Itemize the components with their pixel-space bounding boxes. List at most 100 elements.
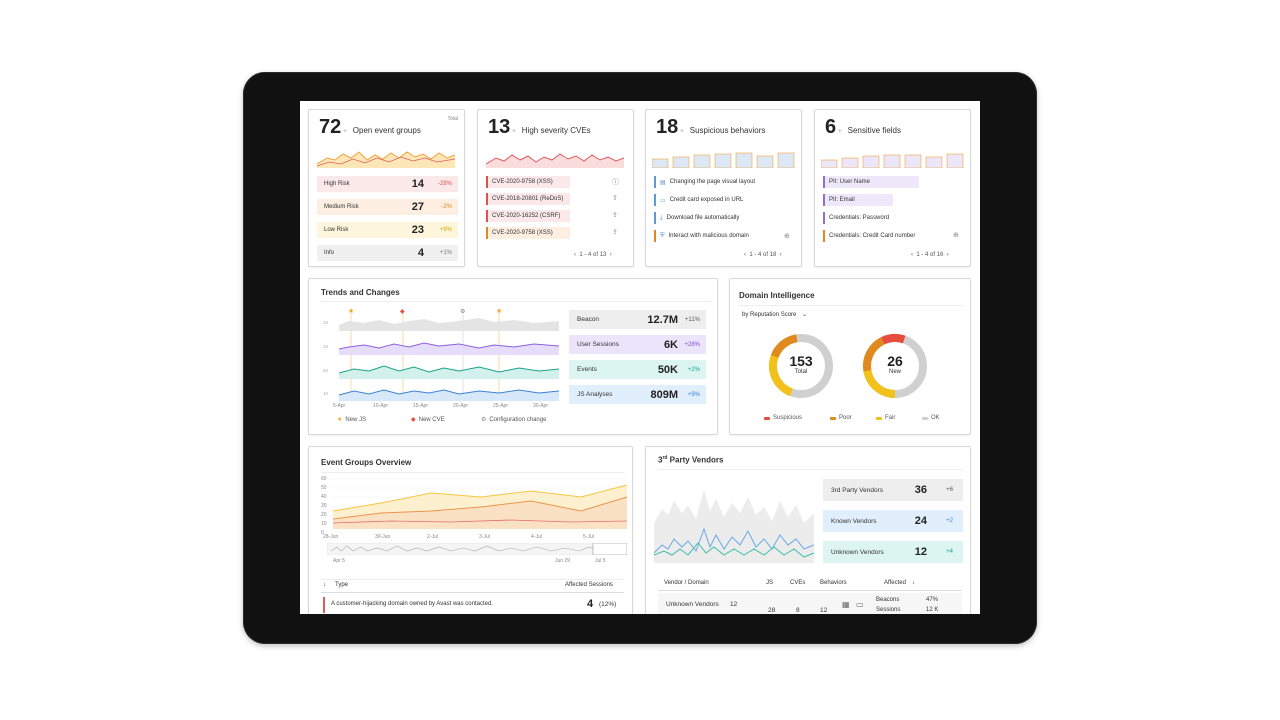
event-row[interactable]: A customer-hijacking domain owned by Ava… bbox=[323, 597, 623, 613]
cve-label: CVE-2020-9758 (XSS) bbox=[492, 179, 553, 185]
sort-arrow-icon[interactable]: ↓ bbox=[323, 582, 326, 588]
sort-arrow-icon[interactable]: ↓ bbox=[912, 580, 915, 586]
behaviors-pager[interactable]: ‹ 1 - 4 of 18 › bbox=[744, 252, 782, 258]
vendor-table-header[interactable]: Behaviors bbox=[820, 580, 847, 586]
affected-value-1: 47% bbox=[926, 597, 939, 603]
cves-card[interactable]: 13 + High severity CVEs CVE-2020-9758 (X… bbox=[477, 109, 634, 267]
trends-card[interactable]: Trends and Changes 10 10 50 10 ★ ◆ ⚙ ★ 5-Ap… bbox=[308, 278, 718, 435]
sensitive-item[interactable]: Credentials: Password bbox=[823, 212, 947, 224]
info-icon[interactable]: ⓘ bbox=[612, 179, 619, 186]
cve-item[interactable]: CVE-2020-9758 (XSS) bbox=[486, 227, 570, 239]
trend-metric[interactable]: User Sessions 6K +28% bbox=[569, 335, 706, 354]
risk-label: Medium Risk bbox=[324, 204, 359, 210]
metric-label: Known Vendors bbox=[831, 517, 877, 525]
legend-item: ★ New JS bbox=[337, 416, 366, 424]
vendor-metric[interactable]: Unknown Vendors 12 +4 bbox=[823, 541, 963, 563]
cve-item[interactable]: CVE-2020-9758 (XSS) bbox=[486, 176, 570, 188]
trend-metric[interactable]: JS Analyses 809M +9% bbox=[569, 385, 706, 404]
behavior-item[interactable]: ⛨ Interact with malicious domain bbox=[654, 230, 780, 242]
metric-delta: +2% bbox=[687, 366, 700, 373]
type-header[interactable]: Type bbox=[335, 582, 349, 588]
open-events-sparkline bbox=[317, 151, 456, 168]
dashboard-screen: 72 + Open event groups Total High Risk 14… bbox=[300, 101, 980, 614]
trend-metric[interactable]: Beacon 12.7M +11% bbox=[569, 310, 706, 329]
chevron-right-icon[interactable]: › bbox=[946, 252, 949, 258]
metric-label: Beacon bbox=[577, 316, 600, 323]
affected-label-2: Sessions bbox=[876, 607, 901, 613]
risk-row[interactable]: Low Risk 23 +9% bbox=[317, 222, 458, 238]
total-value: 153 bbox=[789, 353, 813, 369]
behavior-item[interactable]: ⤓ Download file automatically bbox=[654, 212, 780, 224]
sensitive-item[interactable]: Credentials: Credit Card number bbox=[823, 230, 947, 242]
open-event-groups-card[interactable]: 72 + Open event groups Total High Risk 14… bbox=[308, 109, 465, 267]
affected-sessions-header[interactable]: Affected Sessions bbox=[565, 582, 613, 588]
vendor-table-header[interactable]: Affected bbox=[884, 580, 906, 586]
legend-item: OK bbox=[922, 415, 940, 421]
vendor-metric[interactable]: 3rd Party Vendors 36 +6 bbox=[823, 479, 963, 501]
x-tick-label: 10-Apr bbox=[373, 403, 389, 409]
add-icon[interactable]: ⊕ bbox=[953, 232, 959, 239]
legend-label: Suspicious bbox=[773, 415, 803, 421]
new-label: New bbox=[888, 369, 901, 375]
vendor-table-header[interactable]: JS bbox=[766, 580, 774, 586]
domain-intelligence-card[interactable]: Domain Intelligence by Reputation Score … bbox=[729, 278, 971, 435]
metric-delta: +28% bbox=[684, 341, 700, 348]
risk-row[interactable]: Info 4 +1% bbox=[317, 245, 458, 261]
chevron-left-icon[interactable]: ‹ bbox=[911, 252, 913, 258]
share-icon[interactable]: ⇪ bbox=[612, 195, 618, 202]
cves-count: 13 bbox=[488, 116, 511, 138]
event-groups-overview-card[interactable]: Event Groups Overview 60 50 40 30 20 10 0 28-J… bbox=[308, 446, 633, 614]
trend-metric[interactable]: Events 50K +2% bbox=[569, 360, 706, 379]
legend-label: Fair bbox=[885, 415, 896, 421]
vendor-table-header[interactable]: Vendor / Domain bbox=[664, 580, 709, 586]
risk-value: 4 bbox=[417, 247, 424, 259]
sensitive-bars bbox=[821, 153, 964, 168]
behavior-item[interactable]: ▭ Credit card exposed in URL bbox=[654, 194, 780, 206]
sensitive-pager[interactable]: ‹ 1 - 4 of 16 › bbox=[911, 252, 949, 258]
gear-icon: ⚙ bbox=[460, 308, 465, 315]
sensitive-item[interactable]: PII: Email bbox=[823, 194, 893, 206]
vendor-row[interactable]: Unknown Vendors 12 28 8 12 ▦ ▭ Beacons 47% Sessio… bbox=[658, 593, 962, 614]
legend-swatch bbox=[764, 416, 770, 420]
chevron-right-icon[interactable]: › bbox=[609, 252, 612, 258]
event-groups-brush[interactable] bbox=[327, 543, 627, 555]
share-icon[interactable]: ⇪ bbox=[612, 229, 618, 236]
chevron-left-icon[interactable]: ‹ bbox=[574, 252, 576, 258]
cve-item[interactable]: CVE-2018-20801 (ReDoS) bbox=[486, 193, 570, 205]
legend-item: Poor bbox=[830, 415, 852, 421]
chevron-left-icon[interactable]: ‹ bbox=[744, 252, 746, 258]
vendor-table-header[interactable]: CVEs bbox=[790, 580, 806, 586]
legend-label: Poor bbox=[839, 415, 852, 421]
comment-icon[interactable]: ▭ bbox=[856, 600, 864, 609]
svg-text:10: 10 bbox=[323, 320, 329, 325]
y-tick-label: 0 bbox=[321, 530, 324, 536]
behavior-label: Credit card exposed in URL bbox=[669, 197, 744, 203]
chevron-right-icon[interactable]: › bbox=[779, 252, 782, 258]
risk-row[interactable]: High Risk 14 -28% bbox=[317, 176, 458, 192]
metric-label: JS Analyses bbox=[577, 391, 613, 398]
risk-row[interactable]: Medium Risk 27 -2% bbox=[317, 199, 458, 215]
behaviors-card[interactable]: 18 + Suspicious behaviors ▤ Changing the … bbox=[645, 109, 802, 267]
add-icon[interactable]: ⊕ bbox=[784, 233, 790, 240]
vendors-card[interactable]: 3rd Party Vendors 3rd Party Vendors 36 +6 K… bbox=[645, 446, 971, 614]
y-tick-label: 20 bbox=[321, 512, 327, 518]
vendors-title: 3rd Party Vendors bbox=[658, 455, 724, 465]
diamond-icon: ◆ bbox=[400, 309, 405, 315]
reputation-filter-dropdown[interactable]: by Reputation Score ⌄ bbox=[742, 312, 808, 318]
vendor-metric[interactable]: Known Vendors 24 +2 bbox=[823, 510, 963, 532]
risk-value: 23 bbox=[411, 224, 424, 236]
share-icon[interactable]: ⇪ bbox=[612, 212, 618, 219]
sensitive-item[interactable]: PII: User Name bbox=[823, 176, 919, 188]
event-groups-chart bbox=[331, 478, 629, 529]
metric-delta: +9% bbox=[687, 391, 700, 398]
behavior-label: Changing the page visual layout bbox=[669, 179, 756, 185]
browser-icon[interactable]: ▦ bbox=[842, 600, 850, 609]
behavior-item[interactable]: ▤ Changing the page visual layout bbox=[654, 176, 780, 188]
risk-value: 14 bbox=[411, 178, 424, 190]
trends-title: Trends and Changes bbox=[321, 288, 400, 297]
behaviors-bars bbox=[652, 152, 795, 168]
cves-pager[interactable]: ‹ 1 - 4 of 13 › bbox=[574, 252, 612, 258]
cve-item[interactable]: CVE-2020-16252 (CSRF) bbox=[486, 210, 570, 222]
sensitive-fields-card[interactable]: 6 + Sensitive fields PII: User Name PII: … bbox=[814, 109, 971, 267]
svg-text:10: 10 bbox=[323, 344, 329, 349]
